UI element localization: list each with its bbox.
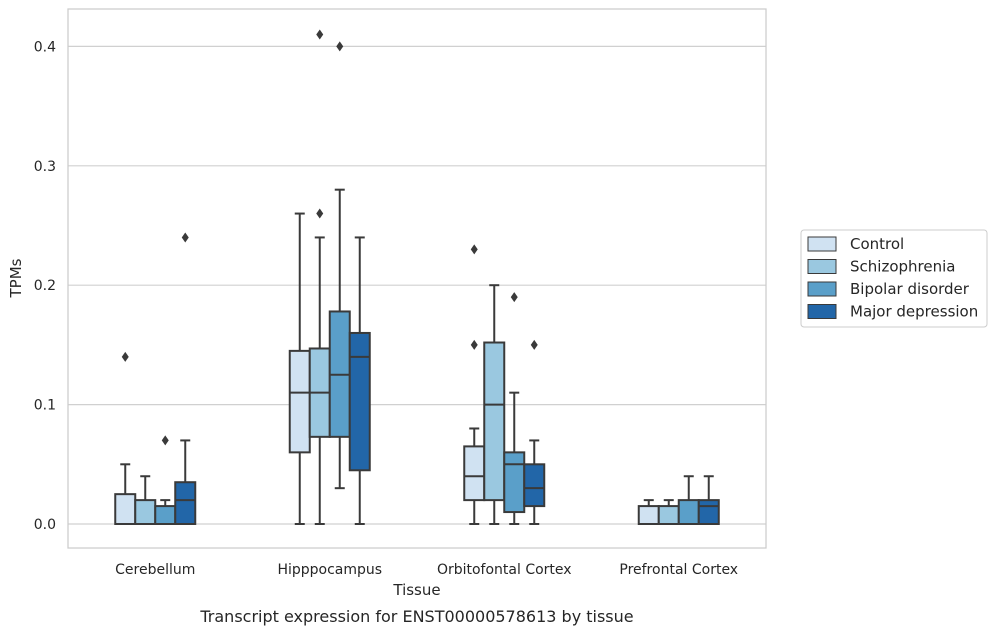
box-major-depression <box>174 232 197 525</box>
outlier-point <box>181 232 189 243</box>
x-axis-title: Tissue <box>392 581 440 599</box>
box-control <box>463 244 486 525</box>
outlier-point <box>530 339 538 350</box>
outlier-point <box>336 41 344 52</box>
y-tick-label: 0.2 <box>34 278 56 294</box>
box-schizophrenia <box>657 499 680 525</box>
y-tick-label: 0.1 <box>34 398 56 414</box>
y-tick-label: 0.0 <box>34 517 56 533</box>
box-body <box>463 445 486 502</box>
box-layer <box>114 29 720 525</box>
box-bipolar-disorder <box>677 475 700 525</box>
box-body <box>697 499 720 525</box>
box-body <box>154 505 177 525</box>
y-tick-label: 0.3 <box>34 159 56 175</box>
box-body <box>637 505 660 525</box>
outlier-point <box>161 435 169 446</box>
x-tick-label: Cerebellum <box>115 562 195 578</box>
outlier-point <box>121 351 129 362</box>
box-major-depression <box>697 475 720 525</box>
x-tick-label: Prefrontal Cortex <box>619 562 738 578</box>
legend-swatch <box>807 281 837 297</box>
box-major-depression <box>523 339 546 525</box>
chart-caption: Transcript expression for ENST0000057861… <box>199 607 633 626</box>
box-control <box>288 212 311 525</box>
x-tick-label: Hipppocampus <box>277 562 382 578</box>
y-tick-label: 0.4 <box>34 39 56 55</box>
box-body <box>503 451 526 514</box>
box-body <box>134 499 157 525</box>
box-major-depression <box>348 236 371 525</box>
legend-label: Major depression <box>850 303 978 321</box>
outlier-point <box>510 292 518 303</box>
box-bipolar-disorder <box>328 41 351 490</box>
box-schizophrenia <box>134 475 157 525</box>
outlier-point <box>316 29 324 40</box>
box-control <box>114 351 137 525</box>
box-body <box>657 505 680 525</box>
box-body <box>348 331 371 472</box>
legend-swatch <box>807 259 837 274</box>
plot-frame <box>67 8 767 549</box>
box-body <box>174 481 197 525</box>
legend-swatch <box>807 304 837 319</box>
box-bipolar-disorder <box>503 292 526 525</box>
box-body <box>114 493 137 525</box>
box-bipolar-disorder <box>154 435 177 525</box>
box-body <box>288 349 311 454</box>
x-tick-label: Orbitofontal Cortex <box>437 562 572 578</box>
y-axis-title: TPMs <box>7 258 25 298</box>
box-schizophrenia <box>308 29 331 525</box>
legend-label: Bipolar disorder <box>850 280 970 298</box>
box-schizophrenia <box>483 284 506 525</box>
box-control <box>637 499 660 525</box>
box-body <box>483 341 506 502</box>
legend-swatch <box>807 236 837 252</box>
x-tick-labels: Cerebellum Hipppocampus Orbitofontal Corte… <box>115 562 738 578</box>
box-body <box>523 463 546 508</box>
legend-frame <box>800 229 988 328</box>
outlier-point <box>470 339 478 350</box>
legend-label: Control <box>850 235 904 253</box>
legend-label: Schizophrenia <box>850 258 955 276</box>
outlier-point <box>470 244 478 255</box>
legend: Control Schizophrenia Bipolar disorder Majo… <box>800 229 988 328</box>
y-tick-labels: 0.0 0.1 0.2 0.3 0.4 <box>34 39 56 533</box>
box-body <box>677 499 700 525</box>
grid-lines <box>68 45 766 525</box>
outlier-point <box>316 208 324 219</box>
